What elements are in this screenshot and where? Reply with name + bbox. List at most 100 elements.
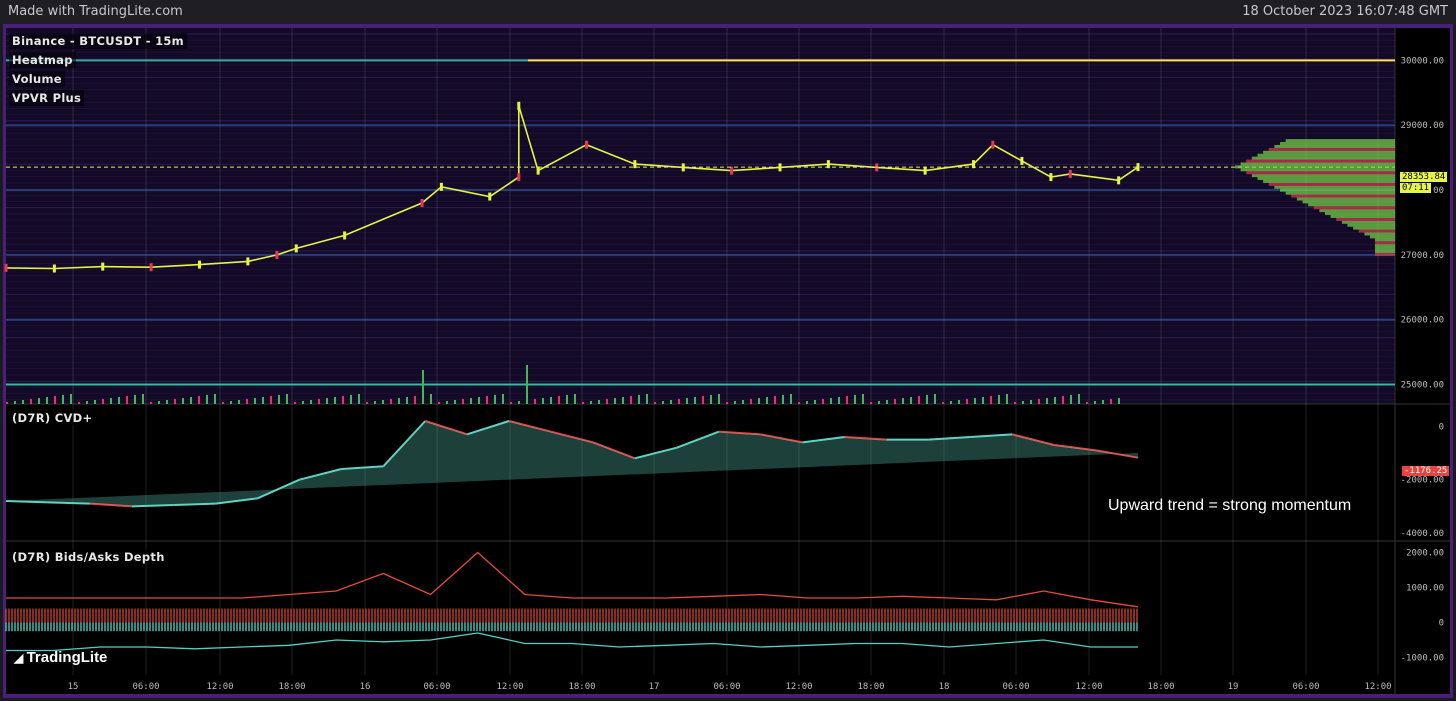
cvd-segment — [928, 436, 971, 441]
volume-bar — [78, 402, 80, 404]
volume-bar — [910, 397, 912, 404]
volume-bar — [158, 401, 160, 404]
volume-bar — [510, 402, 512, 404]
candle — [517, 173, 521, 182]
volume-bar — [134, 395, 136, 404]
volume-bar — [46, 397, 48, 404]
volume-bar — [790, 394, 792, 404]
vpvr-bar — [1358, 229, 1395, 233]
volume-bar — [550, 397, 552, 404]
volume-bar — [966, 399, 968, 404]
volume-bar — [718, 394, 720, 404]
candle — [633, 160, 637, 169]
volume-bar — [430, 394, 432, 404]
vpvr-bar — [1257, 177, 1395, 181]
x-tick-label: 12:00 — [206, 682, 233, 692]
cvd-y-tick-label: -2000.00 — [1401, 476, 1444, 486]
depth-y-tick-label: 0 — [1439, 619, 1444, 629]
candle — [1049, 173, 1053, 182]
x-tick-label: 06:00 — [423, 682, 450, 692]
volume-bar — [726, 402, 728, 404]
candle — [681, 163, 685, 172]
volume-bar — [1078, 394, 1080, 404]
candle — [1068, 169, 1072, 178]
vpvr-bar — [1280, 188, 1395, 192]
volume-bar — [22, 400, 24, 404]
volume-bar — [918, 396, 920, 404]
depth-y-tick-label: 2000.00 — [1406, 549, 1444, 559]
volume-bar — [614, 398, 616, 404]
volume-bar — [366, 402, 368, 404]
cvd-pane-title[interactable]: (D7R) CVD+ — [9, 410, 96, 426]
volume-bar — [662, 401, 664, 404]
volume-bar — [142, 394, 144, 404]
vpvr-bar — [1364, 232, 1395, 236]
vpvr-bar — [1302, 200, 1395, 204]
x-tick-label: 06:00 — [132, 682, 159, 692]
volume-bar — [70, 394, 72, 404]
volume-bar — [270, 396, 272, 404]
volume-bar — [542, 398, 544, 404]
volume-bar — [798, 402, 800, 404]
volume-bar — [558, 396, 560, 404]
timestamp: 18 October 2023 16:07:48 GMT — [1242, 4, 1448, 19]
volume-bar — [710, 395, 712, 404]
volume-bar — [934, 394, 936, 404]
volume-bar — [214, 394, 216, 404]
volume-bar — [94, 400, 96, 404]
volume-bar — [286, 394, 288, 404]
cvd-segment — [1095, 449, 1139, 459]
depth-pane-title[interactable]: (D7R) Bids/Asks Depth — [9, 549, 168, 565]
candle — [294, 244, 298, 253]
vpvr-bar — [1375, 249, 1395, 253]
vpvr-bar — [1291, 194, 1395, 198]
cvd-segment — [215, 497, 258, 505]
volume-bar — [958, 400, 960, 404]
cvd-segment — [634, 446, 678, 460]
y-tick-label: 30000.00 — [1401, 56, 1444, 66]
volume-bar — [118, 397, 120, 404]
y-tick-label: 29000.00 — [1401, 121, 1444, 131]
x-tick-label: 19 — [1228, 682, 1239, 692]
vpvr-label[interactable]: VPVR Plus — [9, 90, 85, 106]
volume-bar — [302, 401, 304, 404]
candle — [778, 163, 782, 172]
volume-label[interactable]: Volume — [9, 71, 65, 87]
candle — [536, 166, 540, 175]
volume-bar — [1006, 394, 1008, 404]
x-tick-label: 06:00 — [713, 682, 740, 692]
cvd-segment — [89, 502, 132, 508]
volume-bar — [886, 400, 888, 404]
volume-bar — [606, 399, 608, 404]
volume-bar — [646, 394, 648, 404]
volume-bar — [1118, 398, 1120, 404]
volume-bar — [6, 402, 8, 404]
volume-bar — [422, 370, 424, 404]
volume-bar — [38, 398, 40, 404]
vpvr-bar — [1246, 159, 1395, 163]
vpvr-bar — [1313, 206, 1395, 210]
vpvr-bar — [1330, 214, 1395, 218]
volume-bar — [334, 397, 336, 404]
candle — [488, 192, 492, 201]
cvd-segment — [173, 502, 216, 506]
x-tick-label: 06:00 — [1002, 682, 1029, 692]
volume-bar — [30, 399, 32, 404]
vpvr-bar — [1319, 209, 1395, 213]
candle — [149, 263, 153, 272]
vpvr-bar — [1285, 139, 1395, 143]
cvd-segment — [131, 504, 174, 508]
volume-bar — [478, 397, 480, 404]
volume-bar — [670, 400, 672, 404]
heatmap-label[interactable]: Heatmap — [9, 52, 76, 68]
volume-bar — [254, 398, 256, 404]
candle — [826, 160, 830, 169]
volume-bar — [622, 397, 624, 404]
vpvr-bar — [1268, 182, 1395, 186]
volume-bar — [822, 399, 824, 404]
volume-bar — [174, 399, 176, 404]
cvd-segment — [550, 430, 594, 444]
volume-bar — [374, 401, 376, 404]
volume-bar — [318, 399, 320, 404]
